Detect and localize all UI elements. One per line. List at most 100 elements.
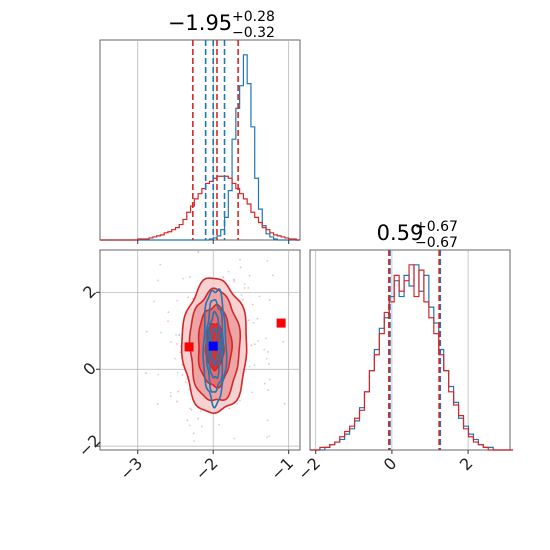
sample-point (243, 283, 246, 285)
sample-point (188, 276, 191, 278)
sample-point (156, 279, 159, 282)
sample-point (267, 351, 269, 353)
sample-point (200, 425, 203, 428)
x-tick-label: 2 (456, 454, 477, 475)
sample-point (197, 251, 200, 253)
sample-point (239, 258, 241, 261)
sample-point (145, 372, 147, 375)
sample-point (266, 419, 269, 422)
sample-point (265, 357, 268, 360)
sample-point (174, 357, 177, 360)
sample-point (169, 341, 172, 344)
blue-contour (207, 310, 222, 380)
sample-point (268, 435, 271, 438)
sample-point (272, 274, 274, 277)
sample-point (175, 334, 177, 336)
panel-bottom-right: −2 0 2 0.59 +0.67 −0.67 (294, 219, 514, 484)
sample-point (242, 298, 245, 301)
sample-point (176, 343, 178, 345)
sample-point (190, 408, 193, 411)
sample-point (176, 400, 178, 403)
sample-point (236, 402, 239, 405)
sample-point (145, 330, 148, 333)
sample-point (167, 311, 170, 314)
x-tick-label: −2 (192, 454, 222, 484)
sample-point (283, 402, 286, 405)
sample-point (218, 423, 220, 426)
sample-point (257, 340, 260, 342)
sample-point (199, 410, 202, 412)
tick-marks (96, 291, 290, 454)
grid-lines (315, 250, 469, 450)
sample-point (189, 407, 192, 410)
title-plus: +0.67 (415, 219, 458, 235)
histogram-line (310, 264, 514, 451)
sample-point (251, 303, 254, 306)
sample-point (186, 419, 189, 422)
sample-point (181, 374, 184, 376)
sample-point (266, 436, 269, 439)
sample-point (188, 424, 191, 427)
title-value: 0.59 (377, 221, 424, 245)
x-tick-label: −2 (294, 454, 324, 484)
title-minus: −0.67 (415, 235, 458, 251)
sample-point (253, 364, 256, 366)
sample-point (252, 321, 255, 324)
blue-contour (205, 298, 224, 393)
x-tick-label: −3 (116, 454, 146, 484)
sample-point (228, 407, 231, 410)
sample-point (176, 299, 179, 302)
sample-point (243, 287, 246, 289)
sample-point (156, 403, 159, 406)
sample-point (240, 294, 243, 296)
panel-title: −1.95 (168, 11, 232, 35)
quantile-lines (192, 40, 239, 240)
title-plus: +0.28 (232, 9, 275, 25)
sample-point (197, 417, 200, 420)
sample-point (167, 320, 169, 323)
panel-frame (99, 39, 301, 241)
panel-bottom-left: −3 −2 −1 −202 (75, 249, 301, 484)
sample-point (268, 298, 271, 301)
sample-point (263, 382, 266, 385)
sample-point (239, 399, 241, 402)
truth-marker (184, 342, 194, 352)
sample-point (256, 317, 259, 320)
sample-point (192, 432, 195, 435)
x-tick-label: −1 (267, 454, 297, 484)
sample-point (251, 391, 253, 394)
panel-title: 0.59 (377, 221, 424, 245)
truth-marker (276, 318, 286, 328)
truth-marker (208, 341, 218, 351)
panel-frame (309, 249, 511, 451)
sample-point (282, 340, 285, 343)
x-tick-labels: −3 −2 −1 (116, 454, 297, 484)
x-tick-labels: −2 0 2 (294, 454, 476, 484)
histogram-line (100, 54, 300, 241)
sample-point (177, 390, 180, 393)
sample-point (258, 295, 261, 298)
panel-top-left: −1.95 +0.28 −0.32 (99, 9, 301, 244)
tick-marks (137, 240, 290, 244)
sample-point (250, 344, 253, 347)
sample-point (247, 287, 250, 289)
contour-series (145, 251, 290, 442)
sample-point (187, 388, 190, 391)
histogram-line (100, 175, 300, 241)
sample-point (222, 276, 224, 279)
sample-point (160, 331, 162, 334)
title-minus: −0.32 (232, 25, 275, 41)
sample-point (193, 440, 195, 442)
sample-point (233, 280, 236, 283)
sample-point (239, 266, 242, 269)
x-tick-label: 0 (380, 454, 401, 475)
sample-point (169, 391, 172, 394)
sample-point (169, 395, 172, 398)
sample-point (178, 334, 180, 337)
sample-point (267, 389, 269, 392)
sample-point (267, 362, 270, 365)
truth-markers (184, 318, 286, 352)
sample-point (182, 277, 185, 280)
tick-marks (315, 450, 469, 454)
